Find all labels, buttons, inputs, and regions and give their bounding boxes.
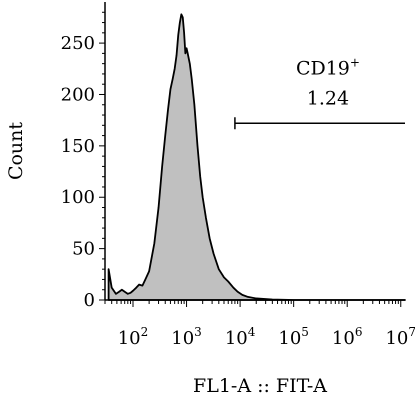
y-tick-label: 100 <box>61 187 95 208</box>
y-axis: 0 50 100 150 200 250 <box>61 2 106 311</box>
y-tick-label: 50 <box>72 239 95 260</box>
x-axis: 102 103 104 105 106 107 <box>104 299 415 349</box>
plot-area <box>107 13 406 301</box>
y-axis-title: Count <box>5 122 27 180</box>
y-tick-label: 250 <box>61 33 95 54</box>
x-tick-label: 103 <box>171 325 202 349</box>
x-tick-label: 102 <box>118 325 149 349</box>
gate-percentage: 1.24 <box>307 87 349 109</box>
gate-label: CD19+ <box>296 55 360 79</box>
histogram-area <box>107 13 406 301</box>
y-tick-label: 0 <box>84 290 95 311</box>
x-tick-label: 106 <box>332 325 363 349</box>
x-tick-label: 107 <box>385 325 415 349</box>
x-tick-label: 104 <box>225 325 256 349</box>
x-tick-label: 105 <box>278 325 309 349</box>
x-axis-title: FL1-A :: FIT-A <box>193 375 327 397</box>
gate-region: CD19+ 1.24 <box>234 55 405 130</box>
y-tick-label: 200 <box>61 84 95 105</box>
y-tick-label: 150 <box>61 136 95 157</box>
